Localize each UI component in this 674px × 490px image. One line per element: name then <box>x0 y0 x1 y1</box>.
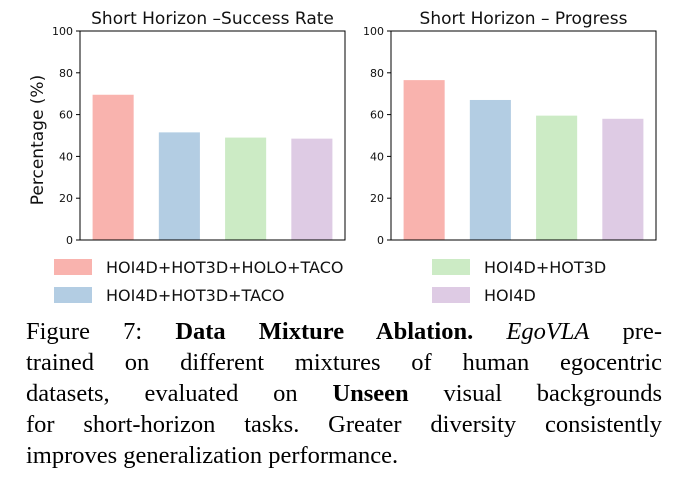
legend-swatch <box>432 287 470 303</box>
plot-frame <box>390 30 657 241</box>
figure-caption: Figure 7: Data Mixture Ablation. EgoVLA … <box>26 316 662 471</box>
legend-swatch <box>432 259 470 275</box>
caption-figure-label: Figure 7: <box>26 318 176 345</box>
bar <box>291 138 333 240</box>
y-axis-label: Percentage (%) <box>28 75 48 205</box>
chart-success-rate: Short Horizon –Success Rate 0 20 40 60 80 100 <box>52 9 346 247</box>
y-tick-label: 60 <box>59 109 73 122</box>
figure-charts: Short Horizon –Success Rate020406080100 … <box>28 9 657 305</box>
y-tick-label: 0 <box>66 234 73 247</box>
y-tick-label: 20 <box>59 192 73 205</box>
bar <box>536 115 578 240</box>
y-tick-label: 100 <box>363 25 384 38</box>
caption-bold-unseen: Unseen <box>332 380 409 407</box>
y-tick-label: 20 <box>370 192 384 205</box>
bar <box>92 94 134 241</box>
legend: HOI4D+HOT3D+HOLO+TACO HOI4D+HOT3D+TACO HOI… <box>54 258 606 305</box>
legend-swatch <box>54 259 92 275</box>
y-tick-label: 40 <box>59 150 73 163</box>
caption-line-2: trained on different mixtures of human e… <box>26 349 662 376</box>
plot-frame <box>79 30 346 241</box>
legend-label: HOI4D+HOT3D+HOLO+TACO <box>106 258 343 277</box>
legend-label: HOI4D+HOT3D+TACO <box>106 286 285 305</box>
bar <box>403 80 445 241</box>
legend-swatch <box>54 287 92 303</box>
caption-line-3: datasets, evaluated on Unseen visual bac… <box>26 378 662 409</box>
caption-line-1: Figure 7: Data Mixture Ablation. EgoVLA … <box>26 316 662 347</box>
chart-title: Short Horizon – Progress <box>420 9 628 29</box>
caption-text: visual backgrounds <box>408 380 663 407</box>
caption-text: pre- <box>589 318 662 345</box>
bar <box>158 132 200 240</box>
chart-progress: Short Horizon – Progress 0 20 40 60 80 100 <box>363 9 657 247</box>
caption-model-name: EgoVLA <box>506 318 590 345</box>
chart-title: Short Horizon –Success Rate <box>91 9 334 29</box>
bar <box>602 118 644 240</box>
legend-label: HOI4D+HOT3D <box>484 258 606 277</box>
bar <box>225 137 267 240</box>
legend-label: HOI4D <box>484 286 536 305</box>
bar <box>469 99 511 240</box>
caption-bold-title: Data Mixture Ablation. <box>175 318 474 345</box>
y-tick-label: 100 <box>52 25 73 38</box>
caption-line-4: for short-horizon tasks. Greater diversi… <box>26 411 662 438</box>
y-tick-label: 40 <box>370 150 384 163</box>
caption-text: datasets, evaluated on <box>26 380 333 407</box>
y-tick-label: 80 <box>370 67 384 80</box>
y-tick-label: 60 <box>370 109 384 122</box>
y-tick-label: 0 <box>377 234 384 247</box>
caption-line-5: improves generalization performance. <box>26 442 399 469</box>
y-tick-label: 80 <box>59 67 73 80</box>
